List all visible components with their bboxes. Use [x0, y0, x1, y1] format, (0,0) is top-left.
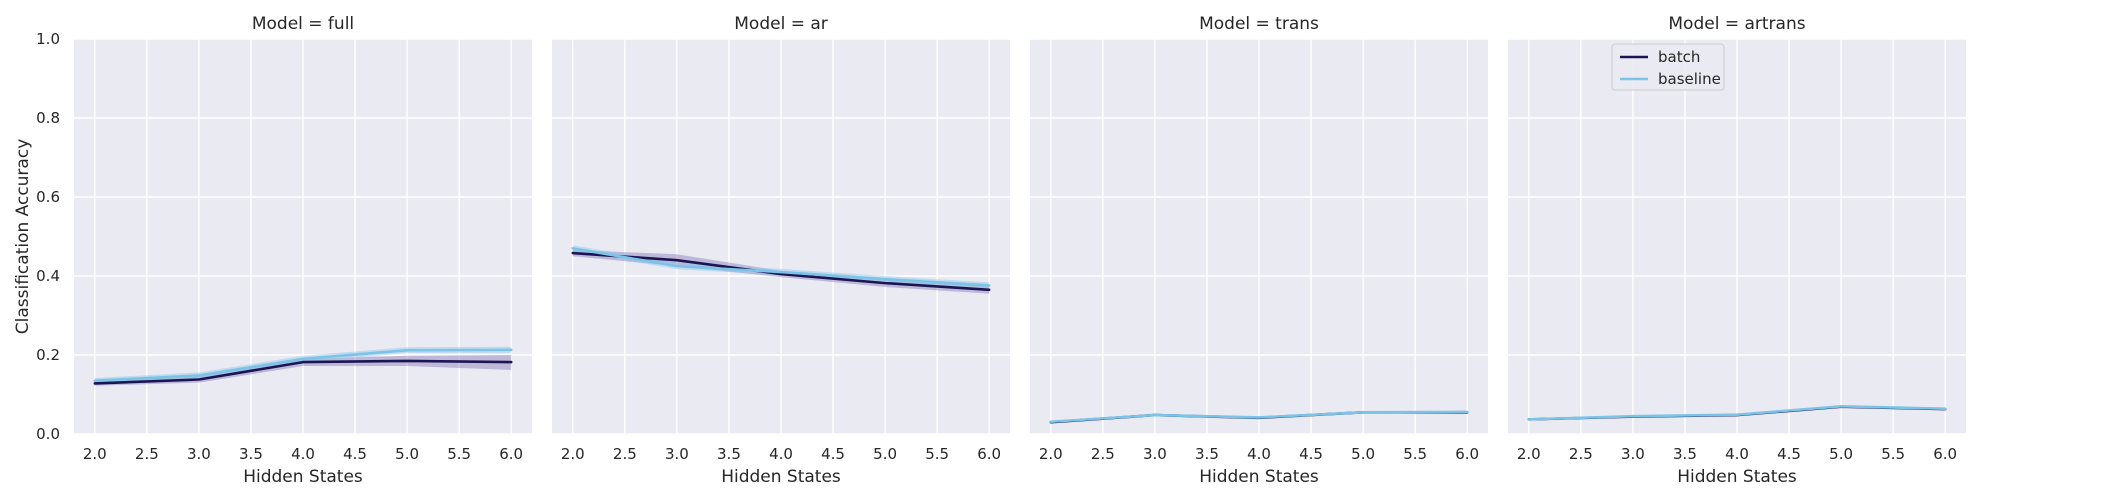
confidence-band-baseline [572, 245, 990, 289]
x-tick-label: 3.0 [1143, 445, 1167, 463]
series-line-baseline [1527, 405, 1947, 421]
x-tick-label: 6.0 [499, 445, 523, 463]
facet-panel: Model = trans 2.0 2.5 3.0 3.5 4.0 4.5 5.0 5.5 6.0… [1030, 14, 1488, 487]
y-tick-label: 1.0 [36, 30, 60, 48]
x-tick-label: 6.0 [1933, 445, 1957, 463]
x-tick-label: 2.0 [1039, 445, 1063, 463]
series-line-baseline [571, 247, 991, 287]
x-tick-label: 2.5 [135, 445, 159, 463]
y-tick-label: 0.0 [36, 425, 60, 443]
y-tick-label: 0.4 [36, 267, 60, 285]
facet-panel: Model = ar 2.0 2.5 3.0 3.5 4.0 4.5 5.0 5.5 6.0 Hid… [552, 14, 1010, 487]
x-tick-label: 5.5 [925, 445, 949, 463]
x-tick-label: 4.5 [1777, 445, 1801, 463]
x-tick-label: 5.0 [1351, 445, 1375, 463]
x-tick-label: 6.0 [977, 445, 1001, 463]
y-tick-label: 0.2 [36, 346, 60, 364]
panel-title: Model = full [252, 14, 354, 34]
x-tick-label: 2.0 [1517, 445, 1541, 463]
x-tick-label: 2.5 [1569, 445, 1593, 463]
x-tick-label: 3.5 [239, 445, 263, 463]
x-tick-label: 4.5 [821, 445, 845, 463]
y-tick-label: 0.8 [36, 109, 60, 127]
x-axis-label: Hidden States [1199, 467, 1319, 487]
x-tick-label: 4.5 [343, 445, 367, 463]
x-tick-label: 3.5 [1195, 445, 1219, 463]
x-tick-label: 6.0 [1455, 445, 1479, 463]
panel-title: Model = artrans [1668, 14, 1805, 34]
panel-title: Model = trans [1199, 14, 1319, 34]
x-tick-label: 3.0 [187, 445, 211, 463]
series-line-batch [571, 251, 991, 292]
x-tick-label: 4.0 [769, 445, 793, 463]
x-tick-label: 3.5 [717, 445, 741, 463]
legend-label-batch: batch [1658, 48, 1700, 66]
facet-panel: Model = artrans 2.0 2.5 3.0 3.5 4.0 4.5 5.0 5.5 6… [1508, 14, 1966, 487]
legend: batch baseline [1611, 43, 1725, 91]
x-tick-label: 4.0 [291, 445, 315, 463]
x-tick-label: 5.0 [873, 445, 897, 463]
series-line-baseline [93, 348, 513, 382]
x-tick-label: 3.0 [665, 445, 689, 463]
x-axis-label: Hidden States [1677, 467, 1797, 487]
x-tick-label: 4.0 [1725, 445, 1749, 463]
series-line-batch [93, 359, 513, 385]
x-axis-label: Hidden States [721, 467, 841, 487]
x-tick-label: 5.5 [1881, 445, 1905, 463]
x-tick-label: 3.5 [1673, 445, 1697, 463]
x-tick-label: 5.0 [395, 445, 419, 463]
x-tick-label: 5.0 [1829, 445, 1853, 463]
x-tick-label: 2.5 [613, 445, 637, 463]
legend-label-baseline: baseline [1658, 70, 1721, 88]
y-axis-label: Classification Accuracy [13, 139, 33, 335]
x-tick-label: 2.0 [83, 445, 107, 463]
confidence-band-batch [94, 355, 512, 386]
x-axis-label: Hidden States [243, 467, 363, 487]
y-tick-label: 0.6 [36, 188, 60, 206]
x-tick-label: 4.0 [1247, 445, 1271, 463]
series-line-baseline [1049, 410, 1469, 424]
x-tick-label: 2.0 [561, 445, 585, 463]
x-tick-label: 5.5 [447, 445, 471, 463]
x-tick-label: 2.5 [1091, 445, 1115, 463]
x-tick-label: 5.5 [1403, 445, 1427, 463]
x-tick-label: 3.0 [1621, 445, 1645, 463]
facet-panel: Model = full 2.0 2.5 3.0 3.5 4.0 4.5 5.0 5.5 6.0 H… [13, 14, 532, 487]
panel-title: Model = ar [734, 14, 828, 34]
x-tick-label: 4.5 [1299, 445, 1323, 463]
